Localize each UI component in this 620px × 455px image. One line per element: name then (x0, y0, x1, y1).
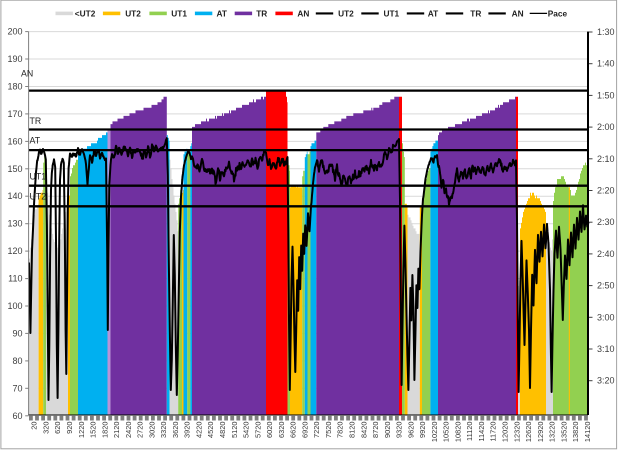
svg-text:3320: 3320 (159, 422, 168, 438)
svg-text:2:10: 2:10 (597, 154, 615, 164)
svg-text:AN: AN (512, 9, 524, 19)
svg-text:3620: 3620 (171, 422, 180, 438)
svg-text:AN: AN (297, 9, 309, 19)
svg-text:8420: 8420 (359, 422, 368, 438)
svg-text:2:30: 2:30 (597, 217, 615, 227)
svg-text:AN: AN (21, 69, 33, 79)
svg-text:9620: 9620 (406, 422, 415, 438)
svg-text:12920: 12920 (536, 422, 545, 443)
svg-text:1:50: 1:50 (597, 90, 615, 100)
svg-text:1220: 1220 (77, 422, 86, 438)
svg-text:10820: 10820 (453, 422, 462, 443)
svg-text:TR: TR (470, 9, 481, 19)
svg-text:320: 320 (42, 422, 51, 434)
svg-text:1:40: 1:40 (597, 59, 615, 69)
svg-text:9020: 9020 (383, 422, 392, 438)
svg-text:Pace: Pace (548, 9, 568, 19)
svg-text:9920: 9920 (418, 422, 427, 438)
svg-text:3920: 3920 (183, 422, 192, 438)
svg-text:6620: 6620 (289, 422, 298, 438)
svg-text:7520: 7520 (324, 422, 333, 438)
svg-text:14120: 14120 (583, 422, 592, 443)
svg-text:4520: 4520 (206, 422, 215, 438)
svg-text:UT1: UT1 (30, 172, 47, 182)
svg-text:8720: 8720 (371, 422, 380, 438)
svg-text:11420: 11420 (477, 422, 486, 442)
svg-text:200: 200 (7, 27, 22, 37)
svg-text:70: 70 (12, 383, 22, 393)
svg-text:9320: 9320 (395, 422, 404, 438)
svg-text:13820: 13820 (571, 422, 580, 443)
svg-text:<UT2: <UT2 (75, 9, 96, 19)
svg-text:5420: 5420 (242, 422, 251, 438)
svg-text:60: 60 (12, 411, 22, 421)
svg-text:UT1: UT1 (171, 9, 187, 19)
svg-text:13520: 13520 (559, 422, 568, 443)
svg-text:3020: 3020 (147, 422, 156, 438)
svg-text:90: 90 (12, 328, 22, 338)
svg-text:AT: AT (428, 9, 438, 19)
svg-text:UT1: UT1 (384, 9, 400, 19)
svg-text:1:30: 1:30 (597, 27, 615, 37)
svg-text:AT: AT (217, 9, 227, 19)
svg-text:10220: 10220 (430, 422, 439, 443)
svg-text:5720: 5720 (253, 422, 262, 438)
svg-text:6320: 6320 (277, 422, 286, 438)
svg-text:130: 130 (7, 219, 22, 229)
svg-text:920: 920 (65, 422, 74, 434)
svg-text:3:10: 3:10 (597, 344, 615, 354)
svg-text:6920: 6920 (300, 422, 309, 438)
svg-text:170: 170 (7, 109, 22, 119)
svg-text:8120: 8120 (348, 422, 357, 438)
svg-text:150: 150 (7, 164, 22, 174)
svg-text:UT2: UT2 (338, 9, 354, 19)
svg-text:110: 110 (8, 274, 22, 284)
svg-text:AT: AT (30, 136, 41, 146)
svg-text:UT2: UT2 (30, 192, 47, 202)
svg-text:2:50: 2:50 (597, 281, 615, 291)
svg-text:620: 620 (53, 422, 62, 434)
svg-text:7820: 7820 (336, 422, 345, 438)
svg-text:140: 140 (7, 191, 22, 201)
svg-text:11720: 11720 (489, 422, 498, 442)
svg-text:UT2: UT2 (125, 9, 141, 19)
svg-text:12320: 12320 (512, 422, 521, 443)
svg-text:12020: 12020 (501, 422, 510, 443)
svg-text:3:20: 3:20 (597, 376, 615, 386)
svg-text:2:40: 2:40 (597, 249, 615, 259)
svg-text:2:00: 2:00 (597, 122, 615, 132)
svg-text:4220: 4220 (195, 422, 204, 438)
svg-text:2720: 2720 (136, 422, 145, 438)
svg-text:1820: 1820 (100, 422, 109, 438)
svg-text:80: 80 (12, 356, 22, 366)
svg-text:2120: 2120 (112, 422, 121, 438)
svg-text:120: 120 (7, 246, 22, 256)
svg-text:TR: TR (256, 9, 267, 19)
svg-text:10520: 10520 (442, 422, 451, 443)
svg-text:190: 190 (7, 54, 22, 64)
svg-text:180: 180 (7, 82, 22, 92)
svg-text:160: 160 (7, 136, 22, 146)
svg-text:TR: TR (30, 116, 42, 126)
svg-text:11120: 11120 (465, 422, 474, 441)
svg-text:3:00: 3:00 (597, 312, 615, 322)
svg-text:12620: 12620 (524, 422, 533, 443)
svg-text:100: 100 (7, 301, 22, 311)
svg-text:13220: 13220 (548, 422, 557, 443)
svg-text:4820: 4820 (218, 422, 227, 438)
svg-text:20: 20 (30, 422, 39, 430)
svg-text:5120: 5120 (230, 422, 239, 438)
svg-text:7220: 7220 (312, 422, 321, 438)
svg-text:1520: 1520 (89, 422, 98, 438)
svg-text:2420: 2420 (124, 422, 133, 438)
svg-text:6020: 6020 (265, 422, 274, 438)
svg-text:2:20: 2:20 (597, 186, 615, 196)
